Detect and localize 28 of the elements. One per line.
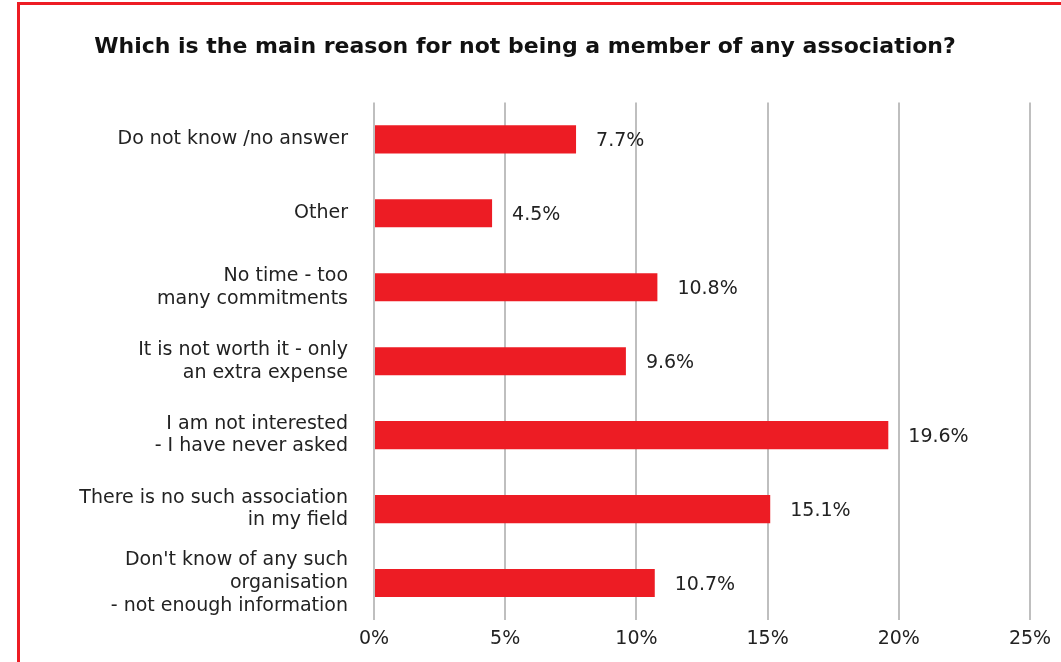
data-label: 10.7% (674, 571, 736, 594)
chart-title: Which is the main reason for not being a member of any association? (94, 32, 956, 58)
y-tick-label: Don't know of any such organisation - not enough information (110, 547, 348, 615)
y-tick-label: No time - too many commitments (157, 262, 348, 308)
x-tick-label: 25% (1008, 626, 1052, 649)
bar (375, 421, 889, 450)
y-tick-label: It is not worth it - only an extra expense (138, 336, 348, 382)
data-label: 19.6% (908, 424, 969, 447)
x-tick-label: 10% (615, 626, 658, 649)
bar (375, 568, 655, 598)
x-tick-label: 15% (746, 626, 789, 649)
data-label: 4.5% (512, 202, 561, 225)
x-tick-label: 20% (877, 626, 920, 649)
data-label: 7.7% (596, 128, 645, 151)
y-tick-label: There is no such association in my field (78, 484, 348, 530)
data-label: 10.8% (677, 276, 738, 299)
data-label: 15.1% (790, 498, 851, 521)
y-tick-label: I am not interested - I have never asked (154, 410, 348, 456)
x-tick-label: 0% (358, 626, 390, 649)
y-tick-label: Do not know /no answer (117, 126, 349, 149)
bar (375, 199, 493, 228)
bar (375, 125, 577, 154)
bar (375, 495, 771, 524)
data-label: 9.6% (645, 350, 695, 373)
x-tick-label: 5% (490, 626, 521, 649)
y-tick-label: Other (294, 200, 349, 223)
bar (375, 273, 658, 302)
bar (375, 347, 626, 376)
